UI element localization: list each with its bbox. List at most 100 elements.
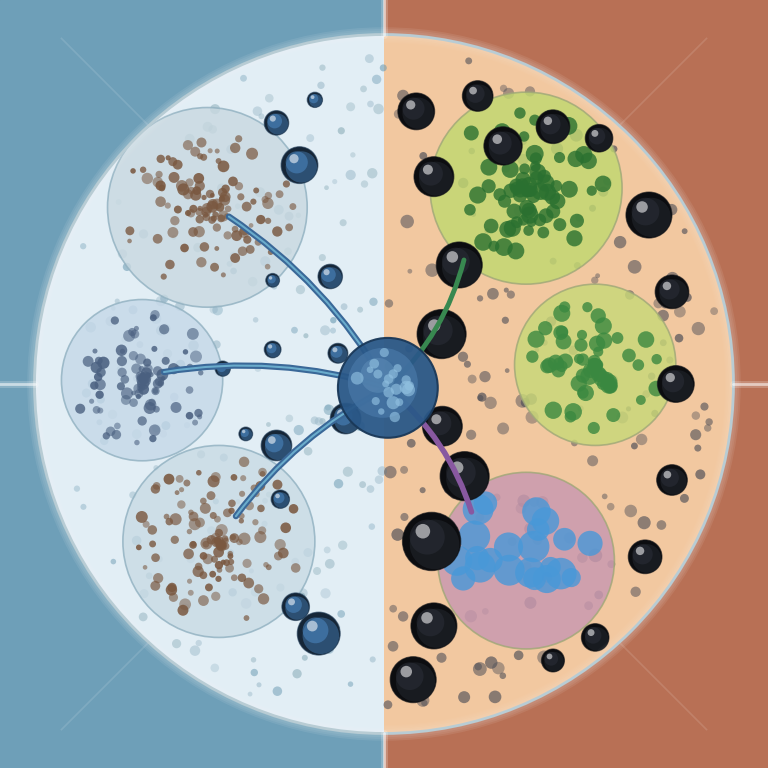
Circle shape [253, 187, 259, 194]
Circle shape [309, 94, 318, 104]
Circle shape [89, 399, 94, 404]
Circle shape [426, 415, 435, 424]
Circle shape [97, 396, 105, 404]
Circle shape [207, 526, 216, 535]
Circle shape [533, 565, 561, 593]
Circle shape [564, 532, 575, 544]
Circle shape [532, 535, 542, 545]
Circle shape [320, 588, 331, 598]
Circle shape [548, 355, 564, 370]
Circle shape [526, 145, 544, 163]
Circle shape [290, 203, 296, 210]
Circle shape [256, 481, 265, 491]
Circle shape [666, 373, 675, 382]
Circle shape [444, 485, 452, 494]
Circle shape [210, 193, 215, 197]
Circle shape [541, 572, 552, 583]
Circle shape [514, 650, 524, 660]
Circle shape [282, 593, 310, 621]
Circle shape [518, 531, 549, 562]
Circle shape [200, 154, 207, 161]
Circle shape [442, 248, 469, 276]
Circle shape [139, 372, 151, 384]
Circle shape [242, 430, 246, 433]
Circle shape [521, 398, 530, 407]
Circle shape [313, 567, 321, 575]
Circle shape [464, 204, 475, 216]
Circle shape [210, 263, 219, 272]
Circle shape [631, 198, 659, 226]
Circle shape [139, 377, 144, 383]
Circle shape [423, 164, 433, 174]
Circle shape [202, 203, 213, 214]
Circle shape [536, 110, 570, 144]
Circle shape [410, 520, 445, 554]
Circle shape [492, 662, 505, 674]
Circle shape [239, 427, 253, 441]
Circle shape [350, 152, 356, 157]
Circle shape [528, 331, 545, 348]
Circle shape [338, 127, 345, 134]
Circle shape [228, 559, 234, 565]
Circle shape [365, 352, 371, 358]
Circle shape [171, 235, 176, 240]
Circle shape [291, 558, 299, 565]
Bar [384, 0, 768, 768]
Circle shape [195, 180, 205, 191]
Circle shape [402, 98, 425, 120]
Circle shape [284, 247, 292, 255]
Circle shape [95, 356, 103, 365]
Circle shape [264, 111, 289, 135]
Circle shape [320, 326, 330, 336]
Circle shape [375, 475, 383, 484]
Circle shape [131, 168, 136, 174]
Circle shape [158, 184, 165, 191]
Circle shape [258, 242, 263, 247]
Circle shape [165, 260, 174, 270]
Circle shape [427, 412, 452, 435]
Circle shape [270, 115, 276, 121]
Circle shape [211, 537, 222, 548]
Circle shape [143, 359, 151, 366]
Circle shape [262, 197, 273, 209]
Circle shape [673, 479, 682, 488]
Circle shape [631, 198, 671, 237]
Circle shape [230, 223, 237, 229]
Circle shape [694, 445, 701, 452]
Circle shape [203, 541, 209, 548]
Circle shape [151, 387, 160, 396]
Circle shape [594, 176, 611, 192]
Circle shape [524, 183, 538, 197]
Circle shape [134, 326, 139, 331]
Circle shape [419, 162, 453, 196]
Circle shape [405, 381, 414, 390]
Circle shape [174, 490, 180, 495]
Circle shape [223, 559, 230, 566]
Circle shape [265, 434, 283, 452]
Circle shape [507, 204, 521, 219]
Circle shape [655, 275, 689, 309]
Circle shape [396, 399, 403, 406]
Circle shape [509, 178, 524, 193]
Circle shape [149, 425, 161, 436]
Circle shape [190, 541, 197, 547]
Circle shape [519, 131, 529, 142]
Circle shape [111, 306, 116, 311]
Circle shape [143, 521, 150, 528]
Circle shape [319, 65, 326, 71]
Circle shape [80, 243, 86, 250]
Circle shape [545, 402, 562, 419]
Circle shape [214, 547, 224, 558]
Circle shape [630, 207, 639, 217]
Circle shape [246, 245, 255, 254]
Circle shape [97, 419, 102, 425]
Circle shape [268, 436, 276, 444]
Circle shape [390, 657, 436, 703]
Circle shape [585, 627, 601, 644]
Circle shape [266, 273, 280, 287]
Circle shape [212, 199, 222, 209]
Circle shape [228, 588, 237, 597]
Circle shape [192, 415, 197, 420]
Circle shape [636, 201, 647, 213]
Circle shape [401, 666, 412, 677]
